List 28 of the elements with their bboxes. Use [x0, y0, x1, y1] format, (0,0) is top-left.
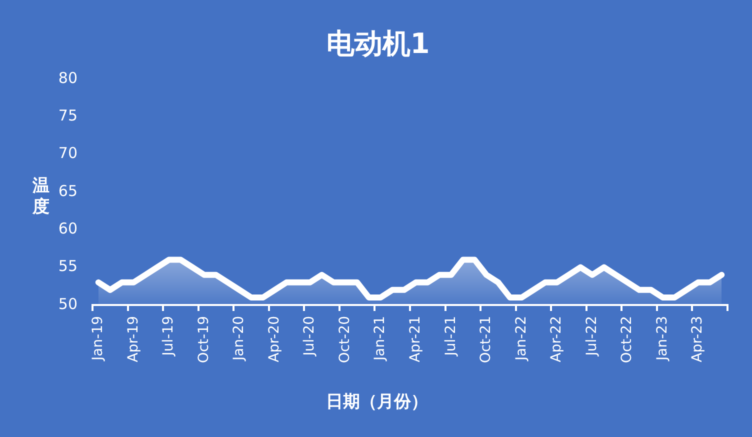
y-tick-label: 70	[58, 144, 78, 162]
y-tick-label: 60	[58, 220, 78, 238]
x-tick-label: Jan-21	[372, 316, 388, 362]
x-tick-label: Jan-22	[513, 316, 530, 362]
y-tick-label: 80	[58, 68, 78, 87]
y-tick-label: 75	[58, 106, 78, 125]
x-tick-label: Jul-20	[302, 316, 318, 357]
x-tick-label: Jul-22	[584, 316, 600, 357]
x-tick-label: Apr-20	[266, 316, 282, 362]
x-tick-label: Jan-20	[231, 316, 248, 362]
y-tick-label: 65	[58, 182, 78, 200]
x-tick-label: Apr-21	[408, 316, 424, 362]
x-tick-label: Jan-19	[90, 316, 106, 362]
x-tick-label: Apr-19	[125, 316, 142, 362]
y-axis-title: 温度	[32, 176, 50, 218]
x-tick-label: Apr-23	[690, 316, 706, 362]
x-tick-label: Jul-19	[160, 316, 177, 357]
x-tick-label: Oct-21	[478, 316, 494, 364]
x-tick-label: Jan-23	[654, 316, 670, 362]
y-tick-label: 55	[58, 257, 78, 276]
x-tick-label: Oct-22	[619, 316, 636, 364]
x-axis-title: 日期（月份）	[326, 392, 428, 412]
x-tick-label: Oct-20	[336, 316, 353, 364]
x-tick-label: Jul-21	[442, 316, 459, 357]
chart-title: 电动机1	[326, 27, 430, 60]
y-tick-label: 50	[58, 294, 78, 313]
x-tick-label: Oct-19	[196, 316, 212, 364]
x-tick-label: Apr-22	[548, 316, 565, 362]
